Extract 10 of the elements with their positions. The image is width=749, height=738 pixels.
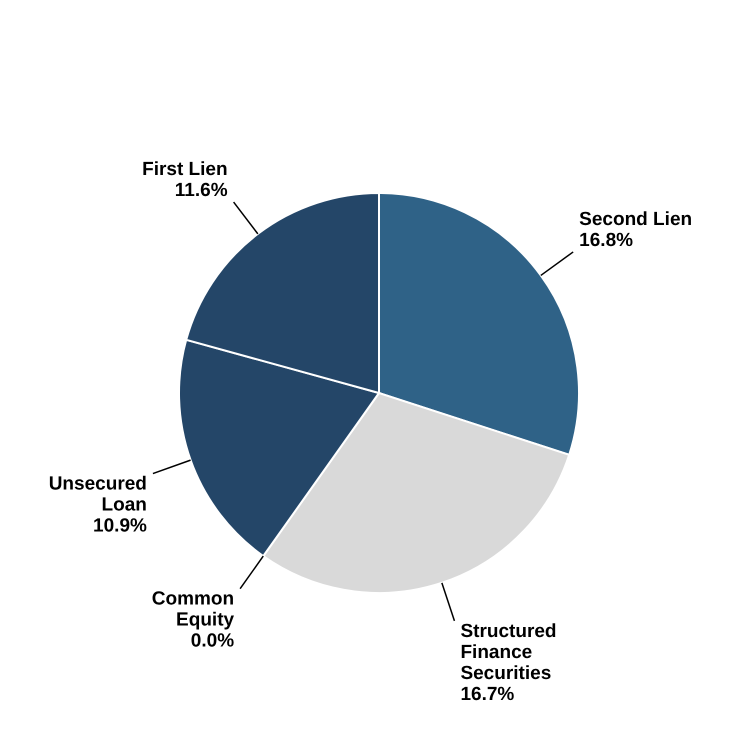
- slice-label: Structured Finance Securities: [460, 620, 557, 684]
- data-label: 16.7%: [460, 684, 514, 705]
- text: 0.0%: [190, 630, 234, 652]
- data-label: 10.9%: [93, 516, 148, 537]
- slice-label: Second Lien: [579, 208, 692, 230]
- data-label: 11.6%: [174, 180, 228, 202]
- slice-label: First Lien: [142, 159, 228, 180]
- slice-label: Unsecured Loan: [48, 474, 147, 516]
- legend-label: Common Equity: [152, 588, 235, 631]
- data-label: 16.8%: [579, 230, 634, 251]
